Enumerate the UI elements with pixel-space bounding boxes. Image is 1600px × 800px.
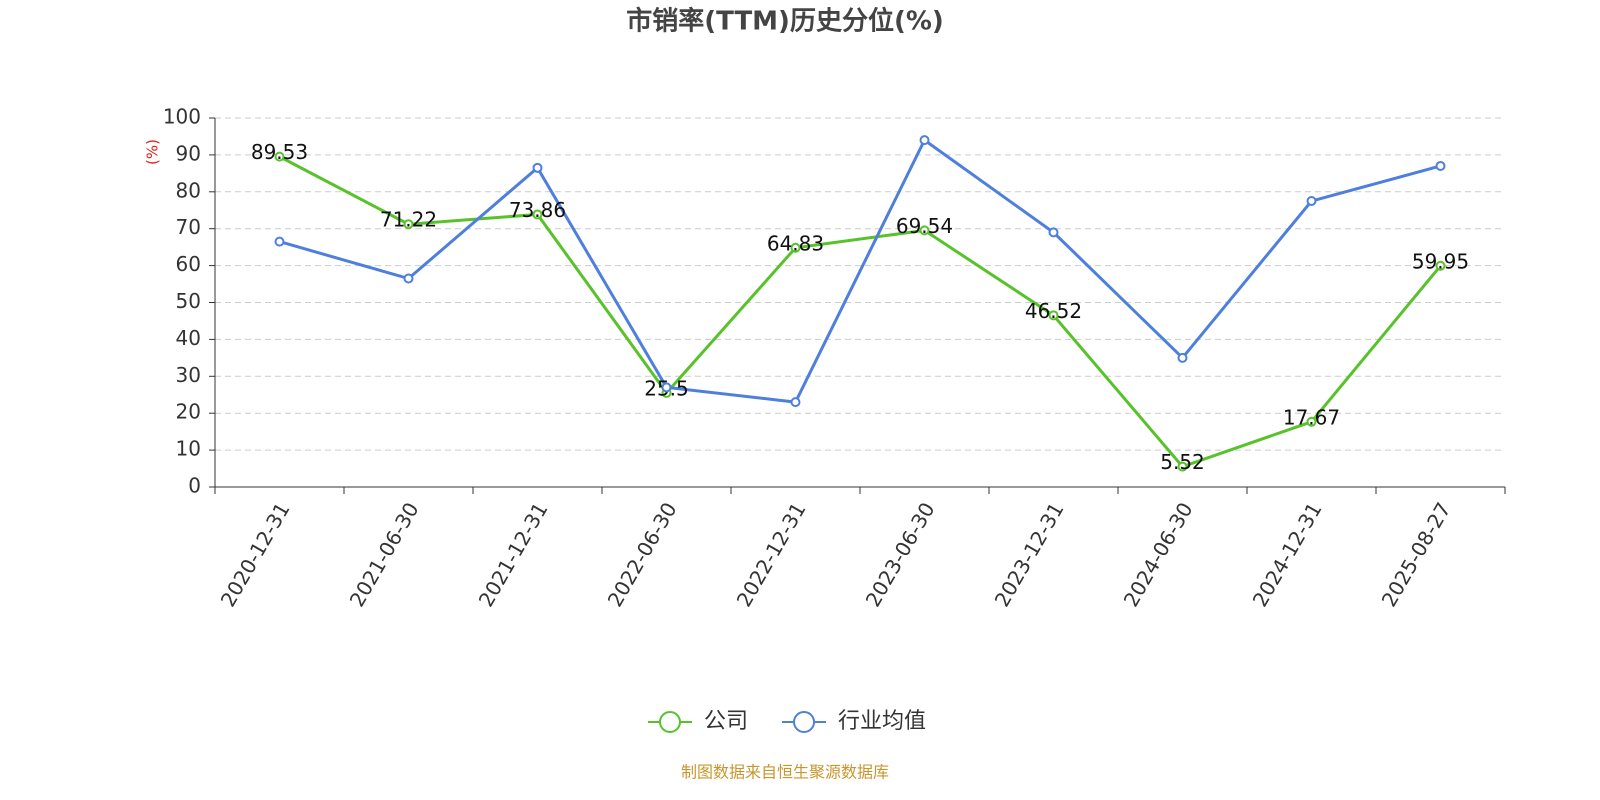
x-tick-label: 2024-06-30 bbox=[1119, 498, 1198, 611]
data-label: 17.67 bbox=[1283, 405, 1340, 429]
x-tick-label: 2024-12-31 bbox=[1248, 498, 1327, 611]
series-line bbox=[278, 155, 1442, 469]
legend-marker bbox=[793, 711, 816, 733]
y-tick-label: 0 bbox=[188, 474, 201, 498]
data-label: 73.86 bbox=[509, 198, 566, 222]
data-point bbox=[1177, 352, 1188, 363]
data-point bbox=[274, 236, 285, 247]
x-tick-label: 2022-12-31 bbox=[732, 498, 811, 611]
y-tick-label: 20 bbox=[176, 400, 201, 424]
x-tick-label: 2025-08-27 bbox=[1377, 498, 1456, 611]
y-tick-label: 80 bbox=[176, 178, 201, 202]
chart-title: 市销率(TTM)历史分位(%) bbox=[626, 6, 944, 37]
data-point bbox=[1306, 416, 1317, 427]
data-point bbox=[1177, 461, 1188, 472]
data-label: 69.54 bbox=[896, 214, 953, 238]
y-tick-label: 70 bbox=[176, 215, 201, 239]
data-point bbox=[919, 135, 930, 146]
data-point bbox=[1306, 196, 1317, 207]
y-tick-label: 30 bbox=[176, 363, 201, 387]
y-axis-label: (%) bbox=[144, 139, 162, 165]
data-label: 59.95 bbox=[1412, 249, 1469, 273]
data-point bbox=[532, 162, 543, 173]
data-point bbox=[661, 382, 672, 393]
y-tick-label: 50 bbox=[176, 289, 201, 313]
x-tick-label: 2020-12-31 bbox=[216, 498, 295, 611]
data-label: 89.53 bbox=[251, 140, 308, 164]
data-point bbox=[1048, 227, 1059, 238]
legend-marker bbox=[659, 711, 681, 733]
data-label: 46.52 bbox=[1025, 299, 1082, 323]
source-note: 制图数据来自恒生聚源数据库 bbox=[681, 763, 889, 782]
data-point bbox=[790, 242, 801, 253]
data-point bbox=[1435, 160, 1446, 171]
series-line bbox=[279, 137, 1441, 404]
y-tick-label: 10 bbox=[176, 437, 201, 461]
y-tick-label: 60 bbox=[176, 252, 201, 276]
data-point bbox=[919, 225, 930, 236]
data-point bbox=[274, 151, 285, 162]
data-point bbox=[1435, 260, 1446, 271]
data-label: 5.52 bbox=[1160, 450, 1205, 474]
data-point bbox=[1048, 310, 1059, 321]
x-tick-label: 2023-12-31 bbox=[990, 498, 1069, 611]
x-tick-label: 2023-06-30 bbox=[861, 498, 940, 611]
data-point bbox=[790, 397, 801, 408]
y-tick-label: 100 bbox=[163, 105, 201, 129]
y-tick-label: 90 bbox=[176, 141, 201, 165]
y-tick-label: 40 bbox=[176, 326, 201, 350]
x-tick-label: 2022-06-30 bbox=[603, 498, 682, 611]
x-tick-label: 2021-12-31 bbox=[474, 498, 553, 611]
data-point bbox=[532, 209, 543, 220]
data-point bbox=[403, 219, 414, 230]
x-tick-label: 2021-06-30 bbox=[345, 498, 424, 611]
data-label: 64.83 bbox=[767, 231, 824, 255]
data-label: 71.22 bbox=[380, 208, 437, 232]
legend-label: 公司 bbox=[704, 709, 748, 734]
legend-label: 行业均值 bbox=[838, 709, 926, 734]
data-point bbox=[403, 273, 414, 284]
